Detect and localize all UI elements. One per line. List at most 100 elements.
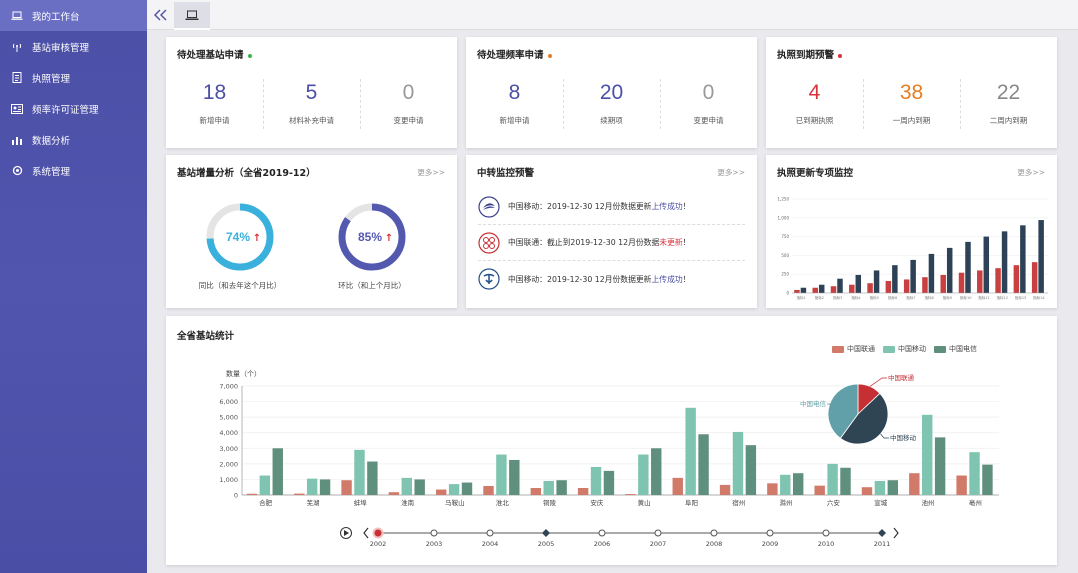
bar[interactable] — [982, 464, 993, 495]
timeline-dot[interactable] — [598, 529, 606, 537]
bar[interactable] — [745, 445, 757, 495]
bar[interactable] — [461, 482, 473, 495]
more-link[interactable]: 更多>> — [417, 168, 445, 177]
bar[interactable] — [814, 485, 825, 495]
bar[interactable] — [543, 480, 554, 495]
bar[interactable] — [1031, 262, 1038, 293]
more-link[interactable]: 更多>> — [1017, 168, 1045, 177]
bar[interactable] — [983, 236, 990, 293]
bar[interactable] — [530, 487, 542, 495]
bar[interactable] — [837, 278, 843, 293]
bar[interactable] — [830, 286, 837, 293]
bar[interactable] — [272, 448, 283, 495]
timeline-marker[interactable] — [878, 529, 886, 537]
bar[interactable] — [827, 463, 838, 495]
bar[interactable] — [873, 270, 880, 293]
alert-item[interactable]: 中国联通：截止到2019-12-30 12月份数据未更新！ — [478, 225, 745, 261]
bar[interactable] — [794, 289, 800, 293]
bar[interactable] — [246, 493, 258, 495]
bar[interactable] — [934, 437, 946, 495]
bar[interactable] — [956, 475, 967, 495]
bar[interactable] — [556, 480, 567, 495]
bar[interactable] — [496, 454, 507, 495]
bar[interactable] — [672, 477, 683, 495]
bar[interactable] — [995, 268, 1001, 293]
bar[interactable] — [732, 431, 744, 495]
timeline-marker[interactable] — [542, 529, 550, 537]
bar[interactable] — [509, 459, 520, 495]
bar[interactable] — [590, 466, 602, 495]
bar[interactable] — [1020, 225, 1026, 293]
bar[interactable] — [928, 253, 935, 293]
bar[interactable] — [638, 454, 649, 495]
stat-item[interactable]: 20 续期项 — [563, 67, 660, 142]
legend-item[interactable]: 中国移动 — [883, 344, 926, 354]
timeline-dot[interactable] — [486, 529, 494, 537]
bar[interactable] — [965, 241, 971, 293]
bar[interactable] — [401, 477, 412, 495]
bar[interactable] — [1013, 265, 1020, 293]
sidebar-item-4[interactable]: 数据分析 — [0, 124, 147, 155]
bar[interactable] — [625, 494, 636, 495]
bar[interactable] — [792, 473, 804, 495]
more-link[interactable]: 更多>> — [717, 168, 745, 177]
bar[interactable] — [1038, 220, 1044, 293]
bar[interactable] — [685, 407, 696, 495]
bar[interactable] — [651, 448, 662, 495]
bar[interactable] — [922, 414, 933, 495]
timeline-dot[interactable] — [654, 529, 662, 537]
bar[interactable] — [319, 479, 331, 495]
sidebar-item-5[interactable]: 系统管理 — [0, 155, 147, 186]
next-icon[interactable] — [893, 527, 899, 539]
timeline-dot[interactable] — [710, 529, 718, 537]
alert-item[interactable]: 中国移动：2019-12-30 12月份数据更新上传成功！ — [478, 261, 745, 297]
bar[interactable] — [800, 287, 807, 293]
bar[interactable] — [354, 449, 365, 495]
bar[interactable] — [388, 492, 400, 495]
bar[interactable] — [874, 480, 886, 495]
stat-item[interactable]: 38 一周内到期 — [863, 67, 960, 142]
tab-workbench[interactable] — [174, 2, 210, 30]
stat-item[interactable]: 8 新增申请 — [466, 67, 563, 142]
bar[interactable] — [946, 247, 953, 293]
timeline-dot[interactable] — [430, 529, 438, 537]
bar[interactable] — [577, 487, 589, 495]
bar[interactable] — [435, 489, 447, 495]
bar[interactable] — [448, 484, 460, 495]
sidebar-item-2[interactable]: 执照管理 — [0, 62, 147, 93]
sidebar-item-3[interactable]: 频率许可证管理 — [0, 93, 147, 124]
bar[interactable] — [603, 470, 615, 495]
timeline-dot[interactable] — [822, 529, 830, 537]
bar[interactable] — [812, 287, 818, 293]
bar[interactable] — [909, 473, 920, 495]
bar[interactable] — [910, 259, 916, 293]
stat-item[interactable]: 0 变更申请 — [660, 67, 757, 142]
sidebar-item-0[interactable]: 我的工作台 — [0, 0, 147, 31]
legend-item[interactable]: 中国电信 — [934, 344, 977, 354]
bar[interactable] — [767, 483, 778, 495]
bar[interactable] — [849, 284, 855, 293]
bar[interactable] — [840, 467, 851, 495]
bar[interactable] — [861, 487, 873, 495]
timeline-dot[interactable] — [766, 529, 774, 537]
bar[interactable] — [367, 461, 378, 495]
bar[interactable] — [892, 265, 898, 293]
bar[interactable] — [958, 272, 965, 293]
bar[interactable] — [887, 480, 899, 495]
timeline-current-dot[interactable] — [372, 527, 384, 539]
bar[interactable] — [867, 283, 873, 293]
bar[interactable] — [922, 277, 928, 293]
bar[interactable] — [719, 484, 731, 495]
bar[interactable] — [341, 480, 352, 495]
bar[interactable] — [698, 434, 709, 495]
bar[interactable] — [780, 474, 791, 495]
stat-item[interactable]: 4 已到期执照 — [766, 67, 863, 142]
collapse-sidebar-button[interactable] — [151, 5, 171, 25]
play-button[interactable] — [340, 527, 352, 539]
bar[interactable] — [414, 479, 425, 495]
bar[interactable] — [885, 280, 892, 293]
stat-item[interactable]: 0 变更申请 — [360, 67, 457, 142]
sidebar-item-1[interactable]: 基站审核管理 — [0, 31, 147, 62]
bar[interactable] — [259, 475, 271, 495]
legend-item[interactable]: 中国联通 — [832, 344, 875, 354]
